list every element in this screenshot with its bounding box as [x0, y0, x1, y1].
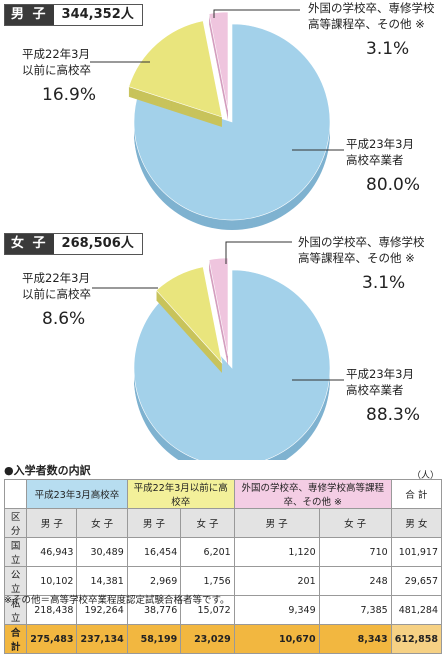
table-row: 公立 10,102 14,381 2,969 1,756 201 248 29,… — [3, 566, 443, 596]
table-cell: 201 — [233, 566, 320, 596]
female-total: 268,506人 — [61, 236, 134, 251]
group-header-other: 外国の学校卒、専修学校高等課程卒、その他 ※ — [233, 479, 392, 509]
table-cell: 1,120 — [233, 537, 320, 567]
table-cell: 16,454 — [126, 537, 182, 567]
table-cell: 248 — [318, 566, 392, 596]
table-cell: 481,284 — [390, 595, 443, 625]
slice-label-line: 以前に高校卒 — [22, 63, 91, 77]
subheader-cell: 女 子 — [76, 508, 128, 538]
row-label: 合計 — [3, 624, 28, 654]
table-cell: 101,917 — [390, 537, 443, 567]
slice-prev-year-group — [155, 266, 223, 373]
slice-percent: 8.6% — [42, 309, 85, 329]
male-total: 344,352人 — [61, 7, 134, 22]
subheader-cell: 女 子 — [318, 508, 392, 538]
group-header-h22: 平成22年3月以前に高校卒 — [126, 479, 235, 509]
slice-prev-year-group — [128, 20, 223, 127]
slice-other-group — [208, 11, 229, 120]
table-cell: 612,858 — [390, 624, 443, 654]
slice-other-group — [208, 257, 229, 366]
male-header: 男 子 344,352人 — [4, 4, 143, 26]
unit-label: （人） — [411, 471, 439, 481]
row-label: 公立 — [3, 566, 28, 596]
slice-main — [133, 23, 331, 221]
table-cell: 58,199 — [126, 624, 182, 654]
breakdown-table: 平成23年3月高校卒 平成22年3月以前に高校卒 外国の学校卒、専修学校高等課程… — [3, 479, 443, 654]
row-label: 国立 — [3, 537, 28, 567]
female-gender-label: 女 子 — [5, 234, 54, 254]
slice-prev-year — [155, 266, 223, 365]
subheader-cell: 女 子 — [180, 508, 235, 538]
table-cell: 710 — [318, 537, 392, 567]
subheader-cell: 男 子 — [126, 508, 182, 538]
slice-label-line: 以前に高校卒 — [22, 287, 91, 301]
slice-other — [208, 11, 229, 111]
table-cell: 10,670 — [233, 624, 320, 654]
leader-line — [213, 9, 300, 18]
subheader-cell: 区分 — [3, 508, 28, 538]
subheader-cell: 男 子 — [233, 508, 320, 538]
table-cell: 46,943 — [26, 537, 78, 567]
table-cell: 7,385 — [318, 595, 392, 625]
table-cell: 6,201 — [180, 537, 235, 567]
subheader-cell: 男 子 — [26, 508, 78, 538]
slice-label-line: 平成22年3月 — [22, 47, 90, 61]
slice-other — [208, 257, 229, 357]
slice-percent: 80.0% — [366, 175, 420, 195]
table-cell: 8,343 — [318, 624, 392, 654]
slice-main-group — [133, 23, 331, 230]
slice-label-line: 平成23年3月 — [346, 137, 414, 151]
slice-prev-year — [128, 20, 223, 118]
female-header: 女 子 268,506人 — [4, 233, 143, 255]
breakdown-title: ●入学者数の内訳 — [4, 464, 91, 477]
slice-label-line: 高等課程卒、その他 ※ — [308, 17, 425, 31]
table-subheader-row: 区分 男 子 女 子 男 子 女 子 男 子 女 子 男 女 — [3, 508, 443, 538]
table-cell: 14,381 — [76, 566, 128, 596]
table-cell: 275,483 — [26, 624, 78, 654]
table-cell: 29,657 — [390, 566, 443, 596]
table-cell: 237,134 — [76, 624, 128, 654]
slice-percent: 88.3% — [366, 405, 420, 425]
table-cell: 2,969 — [126, 566, 182, 596]
table-cell: 30,489 — [76, 537, 128, 567]
slice-percent: 16.9% — [42, 85, 96, 105]
slice-label-line: 高校卒業者 — [346, 383, 404, 397]
table-total-row: 合計 275,483 237,134 58,199 23,029 10,670 … — [3, 624, 443, 654]
slice-label-line: 平成22年3月 — [22, 271, 90, 285]
slice-percent: 3.1% — [366, 39, 409, 59]
slice-label-line: 平成23年3月 — [346, 367, 414, 381]
slice-label-line: 高等課程卒、その他 ※ — [298, 251, 415, 265]
table-cell: 1,756 — [180, 566, 235, 596]
table-group-header-row: 平成23年3月高校卒 平成22年3月以前に高校卒 外国の学校卒、専修学校高等課程… — [3, 479, 443, 509]
slice-label-line: 高校卒業者 — [346, 153, 404, 167]
leader-line — [225, 241, 292, 264]
slice-label-line: 外国の学校卒、専修学校 — [298, 235, 425, 249]
table-cell: 9,349 — [233, 595, 320, 625]
slice-percent: 3.1% — [362, 273, 405, 293]
table-cell: 23,029 — [180, 624, 235, 654]
slice-label-line: 外国の学校卒、専修学校 — [308, 1, 435, 15]
group-header-total: 合 計 — [390, 479, 443, 509]
table-row: 国立 46,943 30,489 16,454 6,201 1,120 710 … — [3, 537, 443, 567]
subheader-cell: 男 女 — [390, 508, 443, 538]
group-header-h23: 平成23年3月高校卒 — [26, 479, 128, 509]
table-corner — [3, 479, 28, 509]
male-gender-label: 男 子 — [5, 5, 54, 25]
footnote: ※その他＝高等学校卒業程度認定試験合格者等です。 — [4, 595, 230, 606]
